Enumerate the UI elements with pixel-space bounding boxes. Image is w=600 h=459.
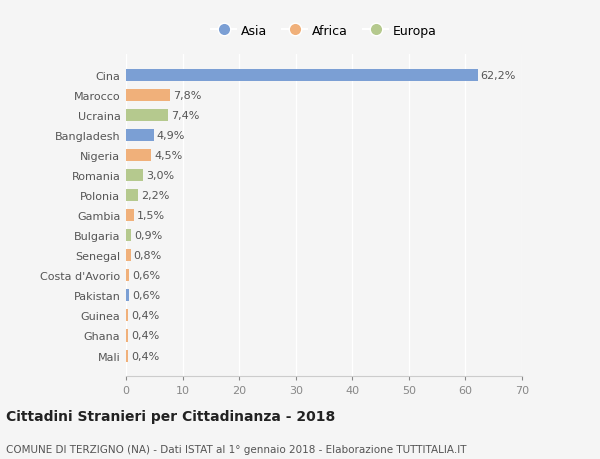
Text: 2,2%: 2,2%: [141, 191, 170, 201]
Text: 3,0%: 3,0%: [146, 171, 174, 181]
Bar: [126, 190, 139, 202]
Bar: [126, 330, 128, 342]
Bar: [126, 70, 478, 82]
Text: 4,5%: 4,5%: [154, 151, 182, 161]
Text: 0,4%: 0,4%: [131, 351, 160, 361]
Text: 7,8%: 7,8%: [173, 91, 202, 101]
Bar: [126, 170, 143, 182]
Bar: [126, 290, 130, 302]
Bar: [126, 150, 151, 162]
Text: 7,4%: 7,4%: [170, 111, 199, 121]
Text: 62,2%: 62,2%: [481, 71, 516, 81]
Legend: Asia, Africa, Europa: Asia, Africa, Europa: [206, 20, 442, 43]
Text: Cittadini Stranieri per Cittadinanza - 2018: Cittadini Stranieri per Cittadinanza - 2…: [6, 409, 335, 423]
Bar: [126, 90, 170, 102]
Text: 1,5%: 1,5%: [137, 211, 166, 221]
Text: COMUNE DI TERZIGNO (NA) - Dati ISTAT al 1° gennaio 2018 - Elaborazione TUTTITALI: COMUNE DI TERZIGNO (NA) - Dati ISTAT al …: [6, 444, 467, 454]
Bar: [126, 130, 154, 142]
Text: 0,6%: 0,6%: [132, 271, 160, 281]
Bar: [126, 270, 130, 282]
Text: 4,9%: 4,9%: [157, 131, 185, 141]
Text: 0,4%: 0,4%: [131, 311, 160, 321]
Bar: [126, 310, 128, 322]
Bar: [126, 210, 134, 222]
Text: 0,9%: 0,9%: [134, 231, 162, 241]
Bar: [126, 230, 131, 242]
Text: 0,6%: 0,6%: [132, 291, 160, 301]
Bar: [126, 110, 168, 122]
Text: 0,8%: 0,8%: [133, 251, 161, 261]
Bar: [126, 250, 131, 262]
Text: 0,4%: 0,4%: [131, 331, 160, 341]
Bar: [126, 350, 128, 362]
